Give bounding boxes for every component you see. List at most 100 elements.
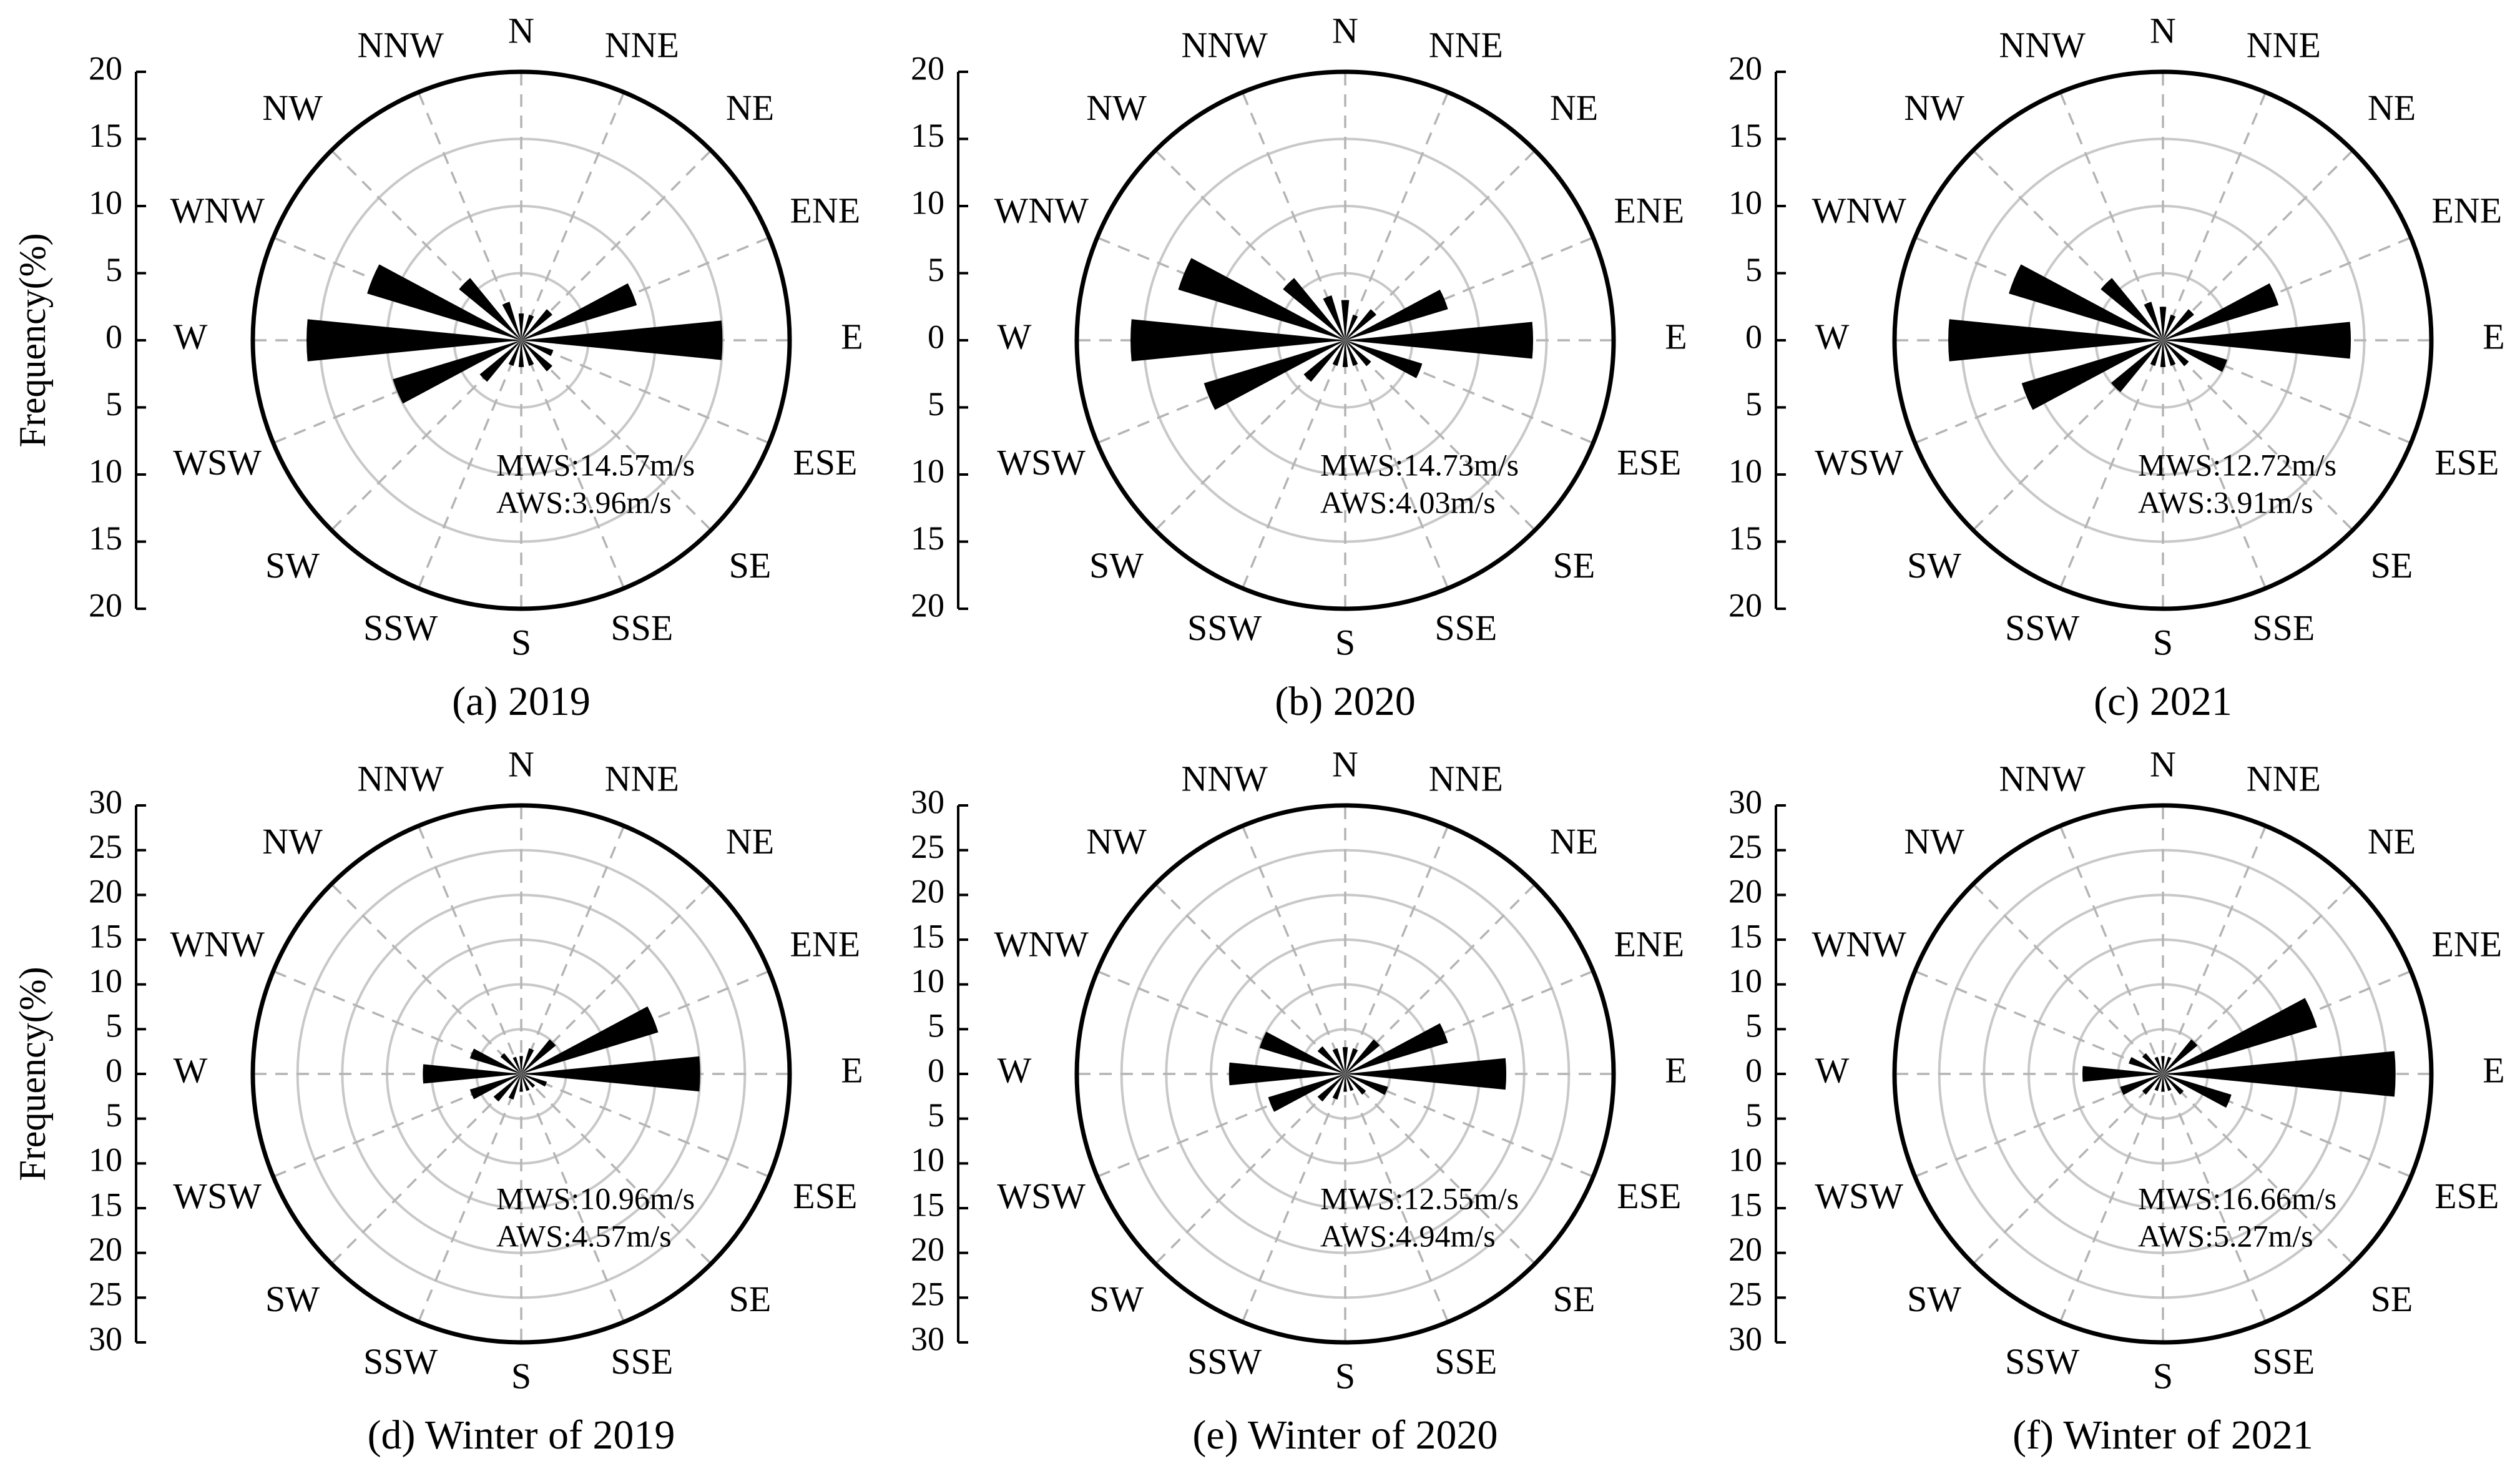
grid-spoke [520,339,712,531]
grid-spoke [1344,339,1536,531]
direction-label-wsw: WSW [1815,442,1903,483]
tick-label: 0 [1745,318,1762,355]
direction-label-sse: SSE [1434,1341,1497,1382]
rose-bar-sw [479,340,521,382]
tick-label: 25 [89,828,122,865]
rose-bar-e [2163,1051,2396,1097]
direction-label-ese: ESE [793,1176,857,1216]
direction-label-ssw: SSW [2005,608,2080,648]
rose-bar-e [2163,322,2351,359]
rose-bar-s [519,1074,523,1092]
tick-label: 30 [89,783,122,820]
rose-bar-wnw [1178,258,1345,340]
panel-caption: (b) 2020 [1275,679,1415,724]
direction-label-wnw: WNW [1812,924,1906,965]
rose-bar-n [518,313,524,340]
rose-bar-n [2159,307,2167,340]
tick-label: 20 [911,49,944,87]
grid-spoke [2162,149,2354,342]
direction-label-nw: NW [262,87,323,128]
direction-label-ssw: SSW [1187,608,1262,648]
rose-bar-sse [1345,1074,1354,1091]
grid-spoke [1344,340,1449,589]
tick-label: 15 [911,117,944,154]
tick-label: 30 [1728,783,1762,820]
panel-caption: (f) Winter of 2021 [2013,1412,2313,1458]
tick-label: 10 [89,1141,122,1179]
mws-stat: MWS:12.55m/s [1320,1181,1519,1216]
direction-label-wnw: WNW [170,190,265,231]
grid-spoke [417,340,522,589]
tick-label: 10 [1728,452,1762,490]
rose-bar-se [521,1074,536,1088]
tick-label: 10 [1728,962,1762,1000]
direction-label-ssw: SSW [363,1341,438,1382]
direction-label-ssw: SSW [1187,1341,1262,1382]
direction-label-nne: NNE [2247,758,2321,799]
direction-label-w: W [1815,1050,1850,1090]
aws-stat: AWS:4.94m/s [1320,1218,1496,1253]
tick-label: 5 [1745,251,1762,288]
direction-label-sw: SW [265,545,320,586]
direction-label-n: N [508,744,534,784]
wind-rose-panel: N NNE NE ENE E ESE SE SSE S SSW SW WSW W WNW NW NNW 30 25… [1728,744,2505,1458]
tick-label: 20 [1728,873,1762,910]
rose-bar-ssw [2154,1074,2163,1091]
grid-spoke [2162,825,2267,1075]
rose-bar-wsw [2021,340,2163,410]
rose-bar-nw [1317,1046,1345,1074]
direction-label-ese: ESE [2434,1176,2499,1216]
rose-bar-se [1345,340,1371,367]
tick-label: 15 [89,519,122,557]
direction-label-ne: NE [1550,821,1598,862]
rose-bar-w [306,319,521,362]
direction-label-sse: SSE [610,608,673,648]
panel-caption: (a) 2019 [452,679,591,724]
direction-label-s: S [2153,622,2173,662]
rose-bar-nne [521,314,534,340]
direction-label-w: W [998,316,1032,357]
rose-bar-ene [521,1006,659,1074]
rose-bar-n [1341,300,1350,340]
direction-label-se: SE [729,545,772,586]
grid-spoke [1241,340,1346,589]
direction-label-nnw: NNW [1181,758,1268,799]
direction-label-nnw: NNW [1181,24,1268,65]
grid-spoke [2162,339,2354,531]
direction-label-ne: NE [726,821,774,862]
panel-caption: (c) 2021 [2094,679,2232,724]
direction-label-se: SE [2371,545,2413,586]
direction-label-s: S [2153,1355,2173,1396]
grid-spoke [2162,1073,2354,1265]
direction-label-ne: NE [2368,87,2416,128]
rose-bar-se [1345,1074,1366,1095]
rose-bar-sw [2111,340,2163,393]
rose-bar-sse [2163,340,2176,367]
wind-rose-panel: N NNE NE ENE E ESE SE SSE S SSW SW WSW W WNW NW NNW 30 25… [911,744,1687,1458]
outer-circle [1892,69,2434,611]
direction-label-sw: SW [1907,545,1961,586]
panel-caption: (d) Winter of 2019 [368,1412,675,1458]
rose-bar-nnw [1332,1048,1345,1074]
direction-label-ene: ENE [790,924,860,965]
tick-label: 15 [89,917,122,955]
grid-spoke [1972,883,2164,1075]
direction-label-nw: NW [1904,821,1964,862]
direction-label-nne: NNE [1429,24,1503,65]
tick-label: 15 [89,117,122,154]
rose-bar-nne [2163,314,2176,340]
grid-spoke [1241,1073,1346,1322]
direction-label-sw: SW [1907,1279,1961,1319]
grid-spoke [417,825,522,1075]
rose-bar-sse [521,1074,530,1091]
rose-bar-sw [493,1074,521,1102]
rose-bar-wsw [2120,1074,2163,1095]
direction-label-wnw: WNW [994,190,1089,231]
tick-label: 15 [1728,917,1762,955]
direction-label-ne: NE [2368,821,2416,862]
rose-bar-ne [521,1039,556,1074]
tick-label: 20 [89,49,122,87]
direction-label-e: E [841,316,863,357]
direction-label-sse: SSE [2252,608,2315,648]
